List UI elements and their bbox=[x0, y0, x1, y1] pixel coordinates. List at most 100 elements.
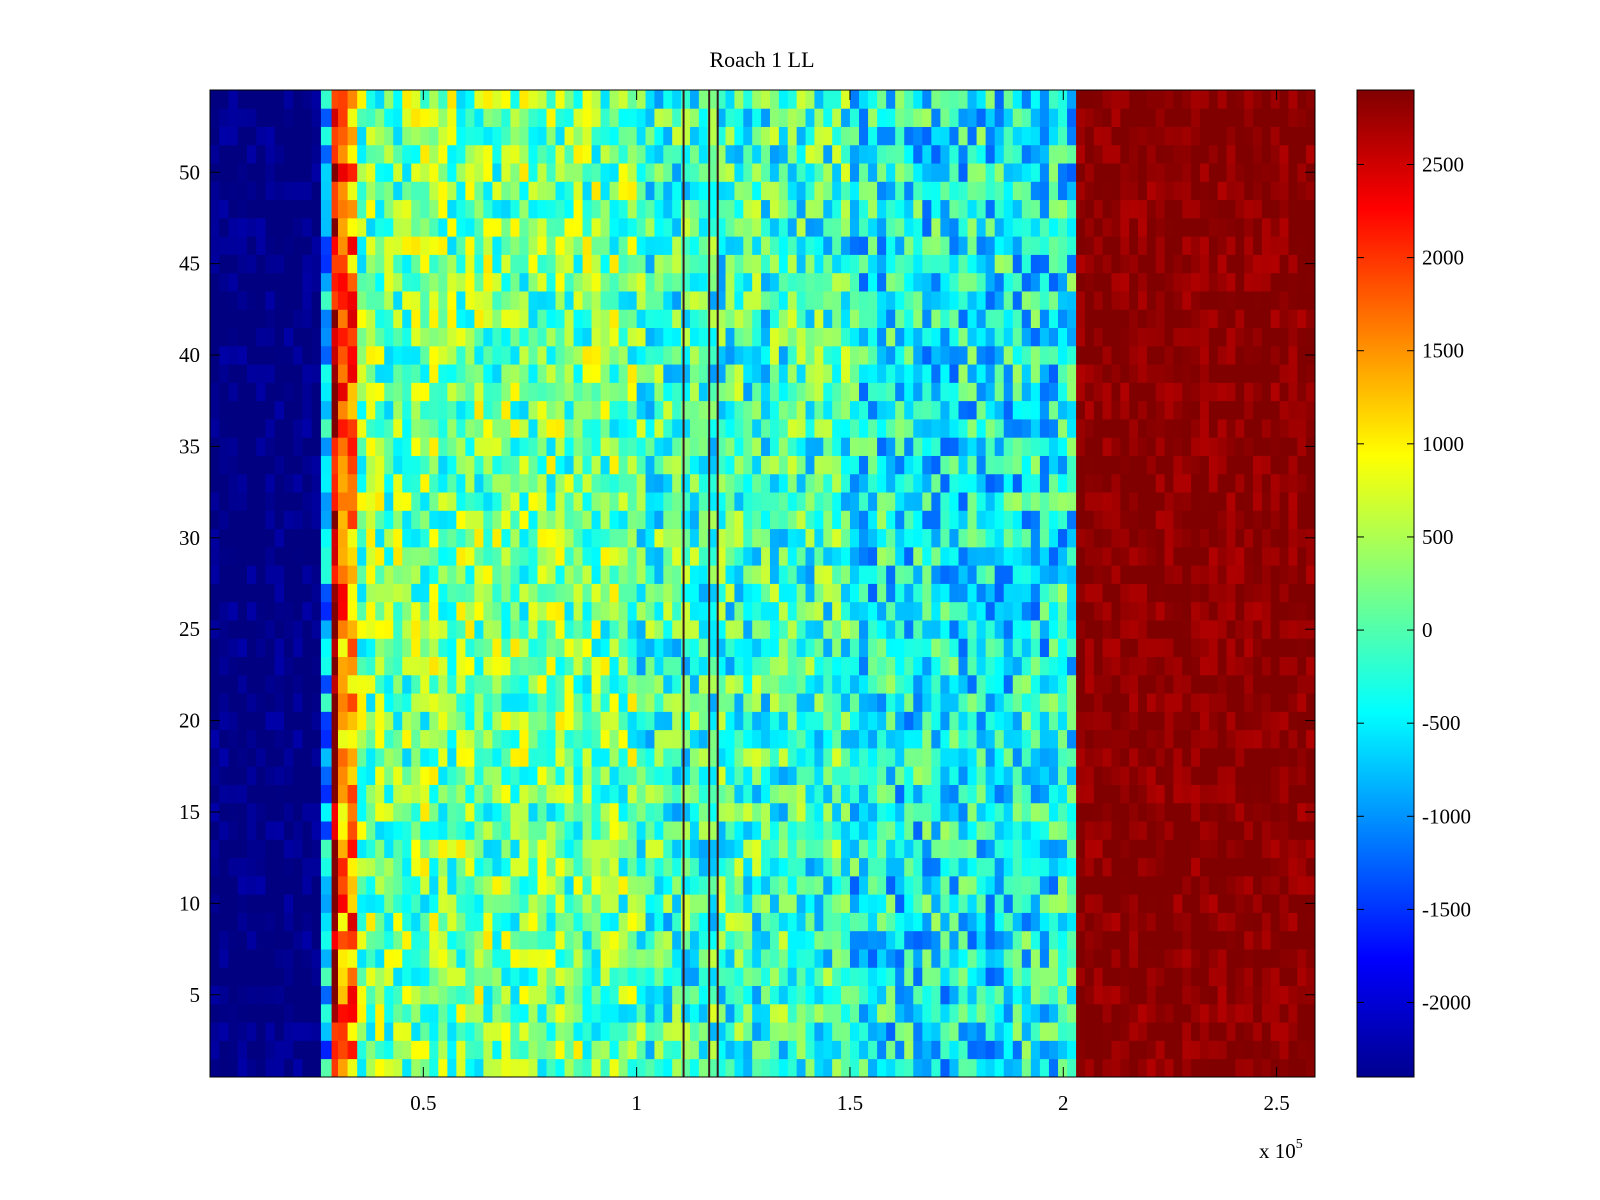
heatmap-cell bbox=[1120, 1022, 1130, 1041]
heatmap-cell bbox=[1306, 656, 1315, 676]
heatmap-cell bbox=[769, 327, 780, 347]
heatmap-cell bbox=[814, 784, 824, 804]
heatmap-cell bbox=[420, 583, 430, 603]
heatmap-cell bbox=[1093, 748, 1104, 767]
heatmap-cell bbox=[1057, 875, 1068, 895]
heatmap-cell bbox=[877, 419, 887, 438]
heatmap-cell bbox=[1067, 382, 1077, 402]
heatmap-cell bbox=[778, 1040, 789, 1060]
heatmap-cell bbox=[1208, 967, 1219, 987]
heatmap-cell bbox=[1111, 473, 1121, 493]
heatmap-cell bbox=[1182, 638, 1192, 658]
heatmap-cell bbox=[743, 546, 753, 566]
heatmap-cell bbox=[1120, 930, 1130, 950]
heatmap-cell bbox=[805, 729, 816, 749]
heatmap-cell bbox=[778, 656, 789, 676]
heatmap-cell bbox=[591, 1058, 602, 1077]
heatmap-cell bbox=[438, 473, 448, 493]
heatmap-cell bbox=[237, 601, 248, 621]
heatmap-cell bbox=[672, 601, 682, 621]
heatmap-cell bbox=[841, 875, 851, 895]
heatmap-cell bbox=[1217, 693, 1228, 712]
heatmap-cell bbox=[1173, 1003, 1183, 1023]
heatmap-cell bbox=[1270, 1040, 1281, 1060]
heatmap-cell bbox=[246, 1022, 257, 1041]
heatmap-cell bbox=[265, 894, 276, 913]
heatmap-cell bbox=[877, 802, 887, 822]
heatmap-cell bbox=[366, 875, 376, 895]
heatmap-cell bbox=[210, 839, 220, 859]
heatmap-cell bbox=[420, 364, 430, 383]
heatmap-cell bbox=[1057, 601, 1068, 621]
heatmap-cell bbox=[447, 546, 457, 566]
heatmap-cell bbox=[814, 674, 824, 694]
heatmap-cell bbox=[967, 492, 978, 511]
heatmap-cell bbox=[913, 748, 923, 767]
heatmap-cell bbox=[420, 528, 430, 548]
heatmap-cell bbox=[210, 821, 220, 840]
heatmap-cell bbox=[636, 821, 647, 840]
heatmap-cell bbox=[256, 473, 267, 493]
heatmap-cell bbox=[796, 930, 807, 950]
heatmap-cell bbox=[976, 455, 987, 475]
heatmap-cell bbox=[1102, 930, 1113, 950]
heatmap-cell bbox=[1129, 656, 1139, 676]
heatmap-cell bbox=[1253, 601, 1263, 621]
heatmap-cell bbox=[886, 455, 896, 475]
heatmap-cell bbox=[1093, 693, 1104, 712]
heatmap-cell bbox=[931, 857, 941, 877]
heatmap-cell bbox=[1297, 1003, 1307, 1023]
heatmap-cell bbox=[1261, 638, 1272, 658]
heatmap-cell bbox=[320, 674, 333, 694]
heatmap-cell bbox=[337, 784, 349, 804]
heatmap-cell bbox=[796, 949, 807, 968]
heatmap-cell bbox=[357, 656, 367, 676]
heatmap-cell bbox=[1003, 1058, 1014, 1077]
heatmap-cell bbox=[1253, 912, 1263, 932]
heatmap-cell bbox=[501, 620, 512, 639]
heatmap-cell bbox=[1111, 985, 1121, 1005]
heatmap-cell bbox=[1039, 510, 1050, 530]
heatmap-cell bbox=[609, 510, 620, 530]
heatmap-cell bbox=[769, 729, 780, 749]
heatmap-cell bbox=[814, 711, 824, 731]
heatmap-cell bbox=[805, 492, 816, 511]
heatmap-cell bbox=[555, 949, 566, 968]
heatmap-cell bbox=[609, 1003, 620, 1023]
heatmap-cell bbox=[528, 601, 539, 621]
heatmap-cell bbox=[274, 400, 285, 420]
heatmap-cell bbox=[734, 930, 744, 950]
heatmap-cell bbox=[402, 492, 412, 511]
heatmap-cell bbox=[663, 930, 673, 950]
heatmap-cell bbox=[787, 693, 798, 712]
heatmap-cell bbox=[1067, 565, 1077, 584]
heatmap-cell bbox=[411, 656, 421, 676]
heatmap-cell bbox=[555, 583, 566, 603]
heatmap-cell bbox=[546, 638, 557, 658]
heatmap-cell bbox=[931, 510, 941, 530]
heatmap-cell bbox=[357, 802, 367, 822]
heatmap-cell bbox=[564, 400, 575, 420]
heatmap-cell bbox=[859, 857, 869, 877]
heatmap-cell bbox=[1129, 711, 1139, 731]
heatmap-cell bbox=[573, 839, 584, 859]
heatmap-cell bbox=[1102, 1040, 1113, 1060]
heatmap-cell bbox=[796, 711, 807, 731]
heatmap-cell bbox=[1102, 364, 1113, 383]
heatmap-cell bbox=[877, 382, 887, 402]
heatmap-cell bbox=[663, 419, 673, 438]
heatmap-cell bbox=[814, 492, 824, 511]
heatmap-cell bbox=[1120, 821, 1130, 840]
heatmap-cell bbox=[707, 967, 718, 987]
heatmap-cell bbox=[384, 565, 394, 584]
heatmap-cell bbox=[752, 748, 762, 767]
heatmap-cell bbox=[210, 583, 220, 603]
heatmap-cell bbox=[716, 528, 727, 548]
heatmap-cell bbox=[698, 345, 709, 365]
heatmap-cell bbox=[1003, 455, 1014, 475]
heatmap-cell bbox=[743, 949, 753, 968]
heatmap-cell bbox=[778, 894, 789, 913]
heatmap-cell bbox=[769, 949, 780, 968]
heatmap-cell bbox=[681, 400, 691, 420]
heatmap-cell bbox=[958, 565, 969, 584]
